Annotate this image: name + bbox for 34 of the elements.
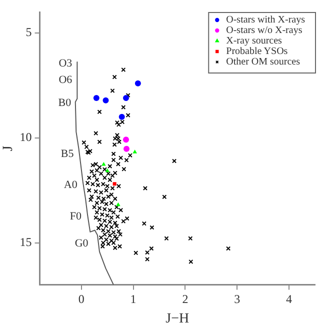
- annotation: O3: [58, 58, 73, 70]
- x-tick-label: 0: [78, 292, 84, 306]
- point: [102, 97, 109, 104]
- legend-label: Other OM sources: [226, 56, 300, 68]
- legend-label: O-stars with X-rays: [226, 14, 306, 26]
- annotation: F0: [70, 210, 82, 223]
- y-tick-label: 10: [20, 130, 32, 144]
- point: [116, 202, 120, 206]
- point: [105, 168, 110, 172]
- x-tick-label: 4: [286, 292, 292, 306]
- point: [118, 114, 125, 120]
- point: [124, 146, 130, 152]
- annotation: A0: [64, 179, 78, 192]
- annotation: G0: [74, 237, 89, 250]
- legend-label: X-ray sources: [226, 36, 282, 47]
- legend-label: O-stars w/o X-rays: [226, 25, 302, 36]
- point: [93, 95, 100, 102]
- annotation: B5: [60, 148, 74, 160]
- point: [102, 162, 106, 166]
- point: [122, 136, 129, 143]
- x-tick-label: 2: [182, 292, 188, 306]
- point: [134, 80, 141, 86]
- point: [112, 182, 116, 186]
- x-axis-title: J−H: [166, 311, 190, 326]
- y-axis-title: J: [1, 145, 16, 152]
- point: [132, 150, 137, 154]
- annotation: O6: [58, 74, 73, 86]
- point: [122, 95, 129, 102]
- x-tick-label: 3: [234, 292, 240, 306]
- y-tick-label: 15: [20, 234, 32, 249]
- legend-label: Probable YSOs: [226, 46, 288, 58]
- annotation: B0: [58, 96, 72, 109]
- y-tick-label: 5: [26, 25, 32, 40]
- x-tick-label: 1: [130, 292, 136, 306]
